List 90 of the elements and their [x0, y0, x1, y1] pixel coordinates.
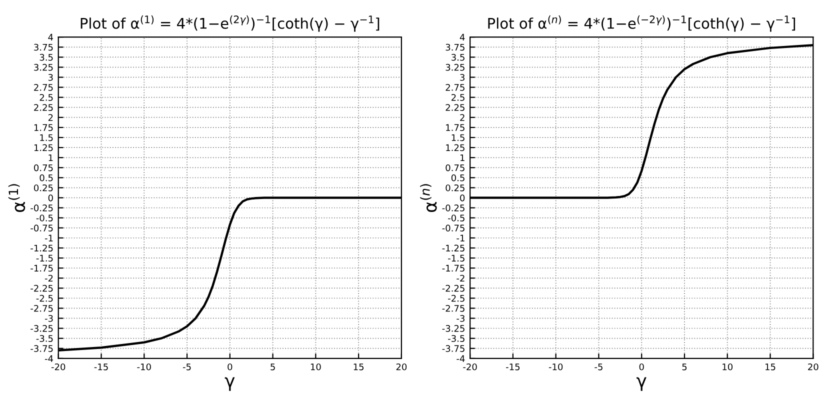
y-tick-label: 0 — [48, 194, 53, 202]
y-tick-label: 2.25 — [446, 104, 464, 111]
y-tick-label: -1 — [44, 234, 53, 242]
y-tick-label: -0.25 — [442, 204, 464, 212]
x-tick-label: 15 — [766, 364, 776, 370]
y-tick-label: 1 — [48, 154, 53, 162]
y-tick-label: 4 — [48, 34, 54, 41]
y-tick-label: 0.75 — [446, 164, 464, 172]
x-axis-title: γ — [224, 377, 235, 391]
y-tick-label: -2.75 — [442, 304, 464, 312]
y-tick-label: 0.75 — [34, 164, 53, 172]
y-tick-label: -3.25 — [442, 325, 464, 332]
y-tick-label: -0.75 — [30, 224, 53, 232]
y-tick-label: -2.5 — [36, 294, 53, 302]
y-tick-label: 3 — [48, 74, 53, 81]
x-tick-label: -15 — [506, 364, 520, 370]
y-tick-label: 2 — [48, 114, 53, 121]
y-tick-label: -3 — [44, 315, 53, 322]
x-tick-label: 20 — [396, 363, 407, 370]
y-tick-label: 1.75 — [446, 124, 464, 132]
y-tick-label: 0.25 — [34, 184, 53, 192]
y-tick-label: -3 — [456, 315, 464, 322]
x-tick-label: 10 — [310, 363, 321, 370]
y-axis-title: α$^{(n)}$ — [420, 184, 437, 212]
y-tick-label: -0.25 — [30, 204, 53, 212]
y-tick-label: -3.25 — [30, 325, 53, 332]
y-tick-label: -2.25 — [442, 284, 464, 292]
y-tick-label: 2 — [460, 114, 464, 121]
x-tick-label: 10 — [722, 363, 733, 370]
y-tick-label: -4 — [44, 355, 54, 362]
x-tick-label: -5 — [594, 364, 602, 370]
chart-title: Plot of α$^{(1)}$ = 4*(1−e$^{(2γ)}$)$^{−1}$[coth(γ) − γ$^{−1}$] — [80, 15, 380, 32]
y-tick-label: 1.25 — [446, 144, 464, 152]
y-tick-label: 4 — [460, 34, 465, 41]
y-tick-label: 0.25 — [446, 184, 464, 192]
x-tick-label: -10 — [548, 363, 563, 370]
y-tick-label: 2.25 — [34, 104, 53, 111]
y-tick-label: -1.75 — [442, 264, 464, 272]
y-tick-label: 1.75 — [34, 124, 53, 132]
y-tick-label: 0.5 — [40, 174, 53, 182]
y-tick-label: -3.75 — [442, 345, 464, 352]
x-tick-label: -20 — [51, 363, 66, 370]
y-tick-label: 3.25 — [34, 64, 53, 71]
y-tick-label: -0.5 — [448, 214, 464, 222]
y-tick-label: -2.25 — [30, 284, 53, 292]
y-tick-label: -1.75 — [30, 264, 53, 272]
y-tick-label: -2.5 — [448, 294, 464, 302]
y-tick-label: 3.75 — [446, 44, 464, 51]
x-tick-label: 0 — [639, 363, 644, 370]
y-tick-label: -3.75 — [30, 345, 53, 352]
y-tick-label: 3.75 — [34, 44, 53, 51]
y-tick-label: -2 — [44, 274, 53, 282]
y-tick-label: 2.75 — [34, 84, 53, 91]
y-tick-label: -1.5 — [448, 254, 464, 262]
y-tick-label: -2.75 — [30, 304, 53, 312]
x-tick-label: 5 — [682, 364, 687, 370]
x-tick-label: -10 — [137, 363, 151, 370]
x-tick-label: -15 — [94, 364, 108, 370]
y-tick-label: 1.5 — [40, 134, 53, 142]
chart-title: Plot of α$^{(n)}$ = 4*(1−e$^{(−2γ)}$)$^{−1}$[coth(γ) − γ$^{−1}$] — [488, 15, 796, 32]
y-tick-label: 3.25 — [446, 64, 464, 71]
y-tick-label: -2 — [456, 274, 464, 282]
y-tick-label: 0 — [460, 194, 465, 202]
y-tick-label: 1.5 — [452, 134, 464, 142]
x-tick-label: 20 — [808, 363, 818, 370]
y-tick-label: 3.5 — [452, 54, 464, 61]
y-axis-title: α$^{(1)}$ — [8, 184, 26, 212]
y-tick-label: 3.5 — [40, 54, 53, 61]
y-tick-label: -0.75 — [442, 224, 464, 232]
y-tick-label: -4 — [456, 355, 465, 362]
y-tick-label: -3.5 — [36, 335, 53, 342]
y-tick-label: 1.25 — [34, 144, 53, 152]
y-tick-label: -0.5 — [36, 214, 53, 222]
y-tick-label: 1 — [460, 154, 464, 162]
x-tick-label: -20 — [463, 363, 477, 370]
y-tick-label: -1.5 — [36, 254, 53, 262]
y-tick-label: 3 — [460, 74, 464, 81]
y-tick-label: -1.25 — [442, 244, 464, 252]
x-tick-label: 15 — [354, 364, 364, 370]
x-tick-label: -5 — [182, 364, 191, 370]
y-tick-label: 2.5 — [452, 94, 464, 101]
x-tick-label: 0 — [228, 363, 232, 370]
y-tick-label: -3.5 — [448, 335, 464, 342]
x-tick-label: 5 — [270, 364, 275, 370]
y-tick-label: -1 — [456, 234, 464, 242]
y-tick-label: -1.25 — [30, 244, 53, 252]
y-tick-label: 0.5 — [451, 174, 464, 182]
y-tick-label: 2.5 — [40, 94, 53, 101]
x-axis-title: γ — [636, 377, 646, 391]
y-tick-label: 2.75 — [446, 84, 464, 91]
